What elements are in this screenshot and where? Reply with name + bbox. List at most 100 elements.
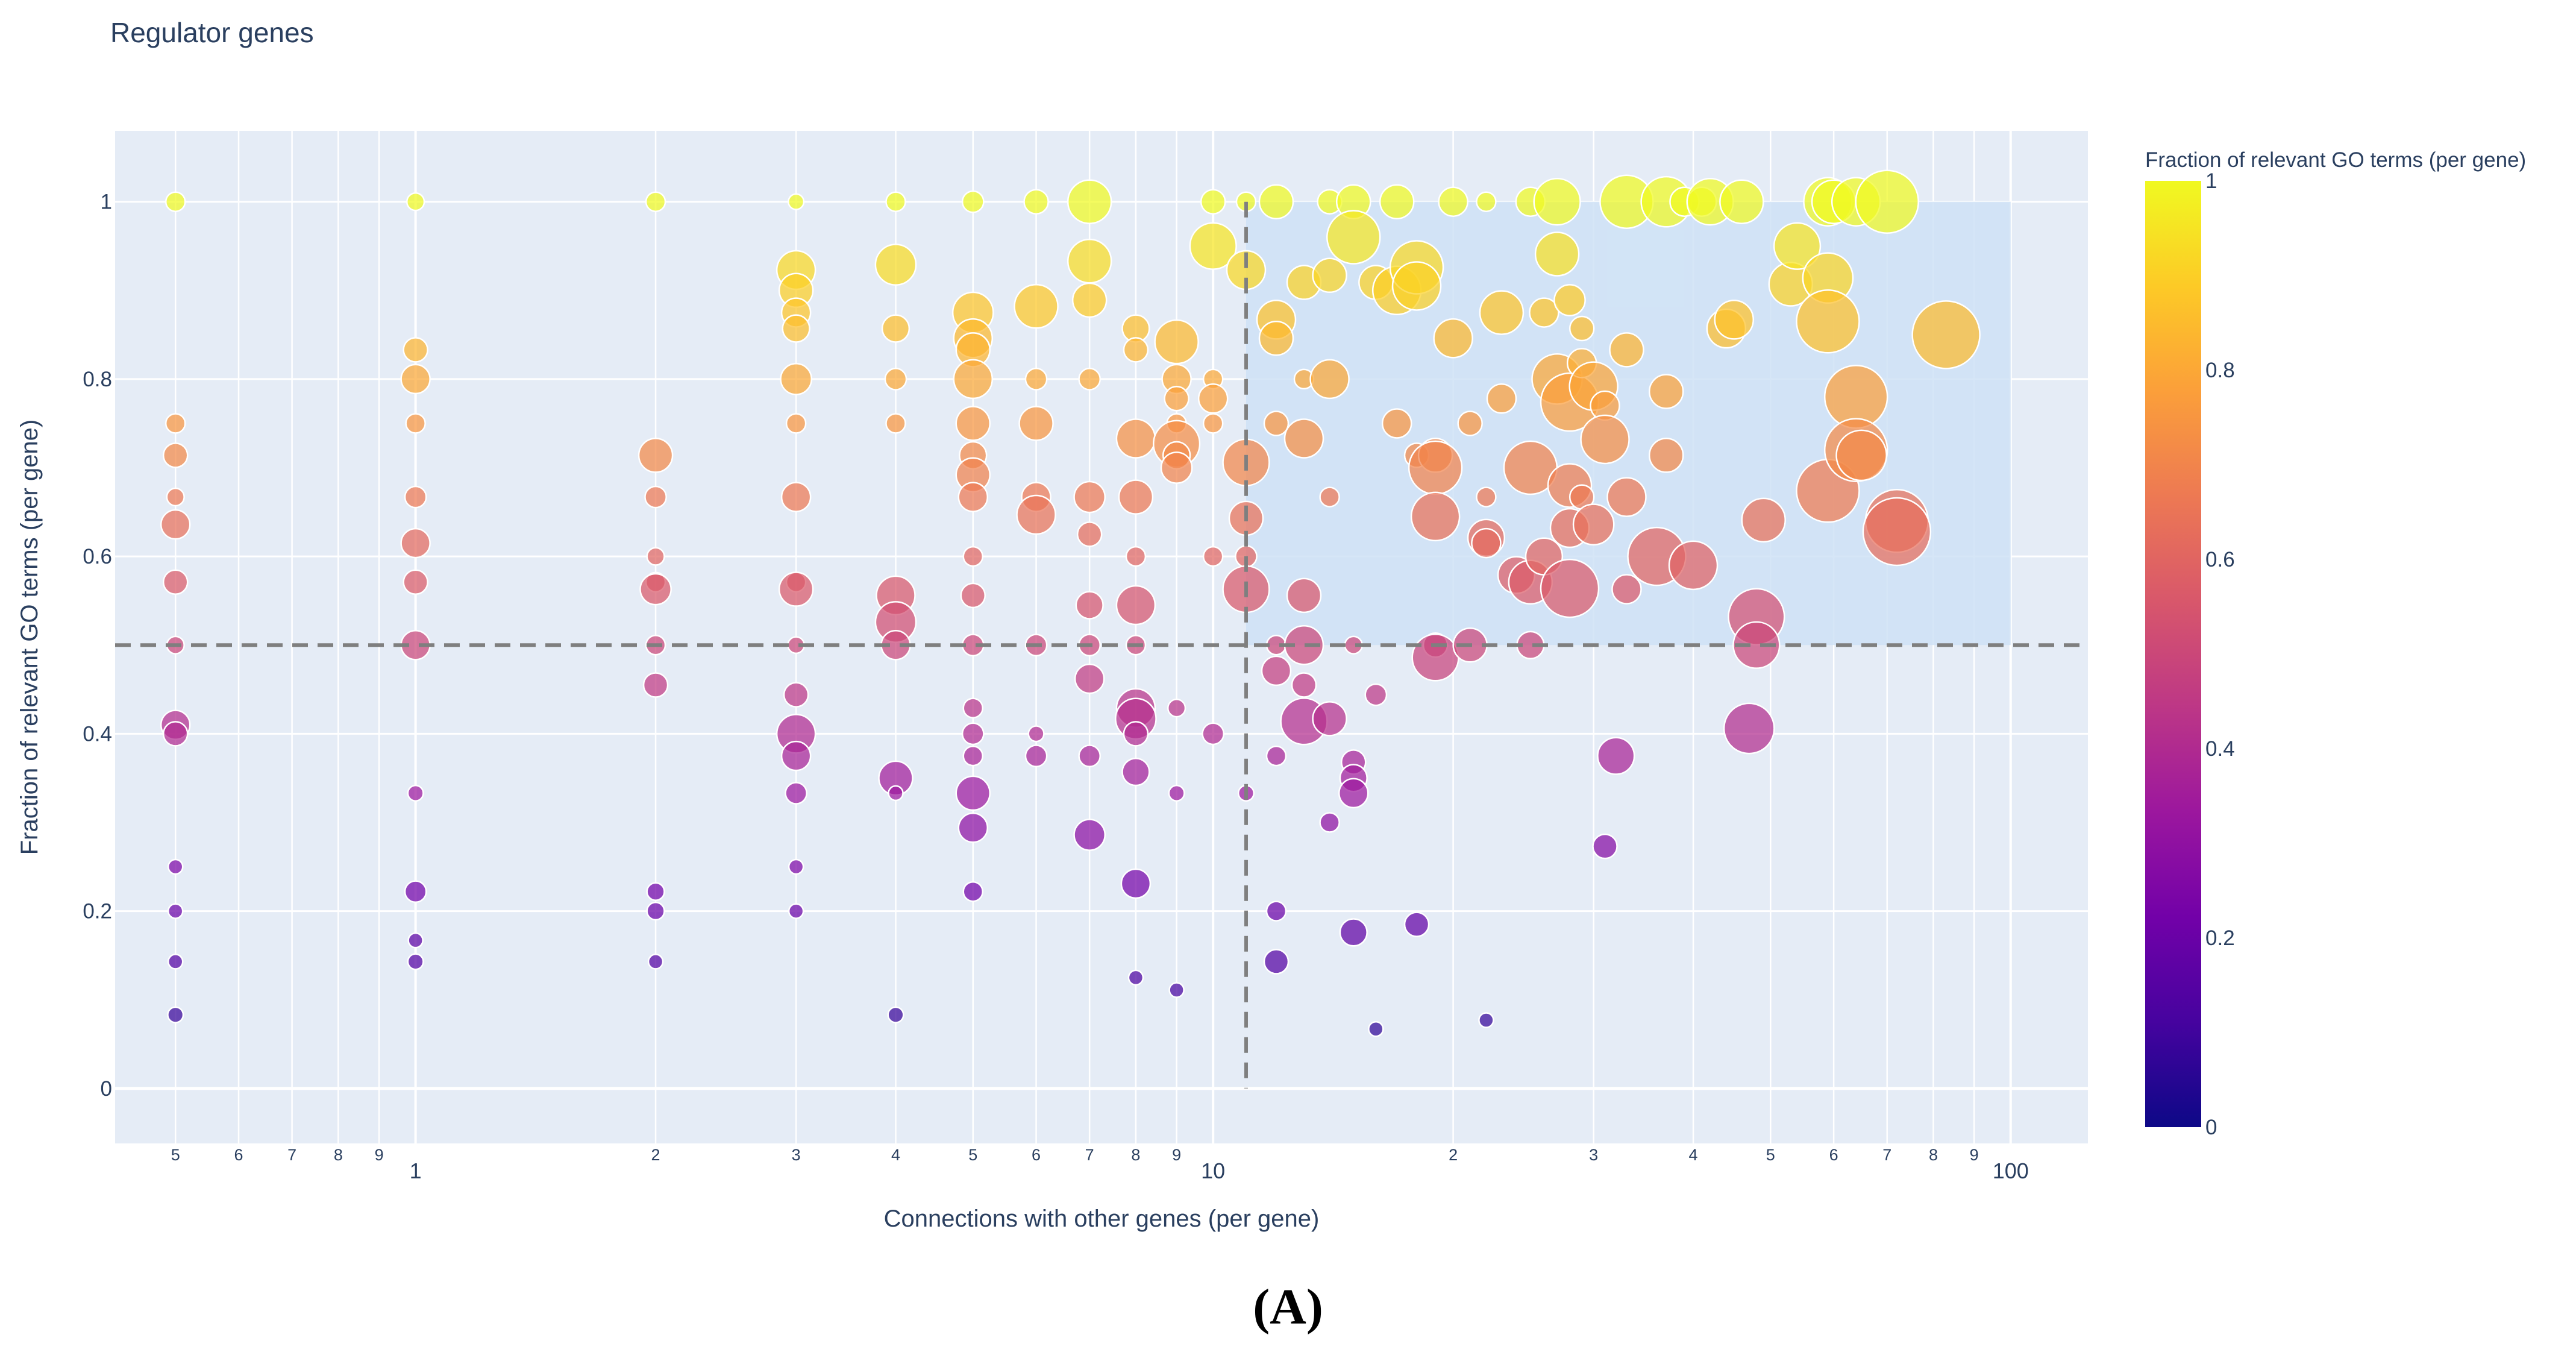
data-point [1200,189,1226,215]
colorbar-tick-label: 1 [2205,169,2217,193]
data-point [1529,297,1559,328]
data-point [1078,368,1102,391]
data-point [1120,868,1152,899]
data-point [407,953,424,970]
data-point [160,509,191,540]
x-tick-label: 6 [1829,1146,1838,1164]
x-tick-label: 5 [1766,1146,1775,1164]
data-point [162,442,189,468]
data-point [1283,418,1324,459]
data-point [1078,744,1102,767]
data-point [403,337,428,363]
colorbar-title: Fraction of relevant GO terms (per gene) [2145,148,2526,172]
x-tick-label: 10 [1201,1158,1225,1183]
data-point [788,858,804,875]
data-point [400,527,431,559]
data-point [783,682,809,708]
data-point [788,903,804,919]
data-point [1609,332,1644,368]
data-point [407,932,424,949]
data-point [646,547,665,566]
colorbar-tick-label: 0.2 [2205,926,2235,950]
data-point [638,438,674,473]
data-point [1263,949,1290,975]
data-point [1364,683,1388,706]
data-point [1568,315,1595,342]
y-tick-label: 0.4 [83,722,112,746]
data-point [1309,359,1350,400]
data-point [1202,722,1225,746]
data-point [1202,413,1224,434]
data-point [166,487,185,507]
data-point [1197,383,1229,414]
colorbar-tick-label: 0.6 [2205,548,2235,571]
data-point [1835,429,1887,482]
data-point [405,413,426,434]
data-point [1732,621,1781,669]
x-tick-label: 3 [1589,1146,1598,1164]
data-point [400,363,431,395]
data-point [1338,778,1369,809]
figure-caption: (A) [1253,1279,1323,1335]
data-point [885,191,906,212]
x-tick-label: 9 [375,1146,384,1164]
data-point [1319,812,1340,833]
data-point [403,569,428,596]
data-point [1167,699,1186,718]
data-point [646,882,665,901]
data-point [780,740,812,772]
data-point [1027,725,1045,743]
data-point [1326,210,1381,265]
data-point [955,775,991,811]
data-point [1154,319,1199,365]
y-axis-ticks: 0 0.2 0.4 0.6 0.8 1 [83,190,112,1101]
data-point [1773,222,1822,270]
x-tick-label: 7 [1085,1146,1094,1164]
data-point [167,903,184,919]
data-point [1553,284,1586,316]
data-point [1597,737,1635,775]
data-point [404,485,427,509]
data-point [1067,179,1112,224]
data-point [1339,918,1368,947]
data-point [167,1006,184,1023]
data-point [1263,410,1290,436]
data-point [1911,300,1981,369]
data-point [1403,911,1430,937]
data-point [1611,574,1642,605]
data-point [1202,545,1224,567]
data-point [1668,540,1719,591]
x-tick-label: 2 [1449,1146,1458,1164]
data-point [881,314,910,343]
data-point [1391,261,1442,311]
x-tick-label: 7 [1882,1146,1891,1164]
data-point [1073,819,1106,851]
colorbar-tick-label: 0.4 [2205,737,2235,761]
data-point [1741,497,1786,543]
x-tick-label: 6 [1032,1146,1041,1164]
data-point [1018,406,1054,441]
data-point [874,244,917,286]
data-point [1476,486,1497,508]
data-point [1024,744,1048,767]
data-point [639,573,672,606]
data-point [1648,438,1684,473]
data-point [962,745,984,767]
data-point [962,881,984,902]
data-point [1125,545,1147,567]
data-point [1160,451,1193,484]
y-tick-label: 0.8 [83,368,112,391]
data-point [1714,300,1754,340]
data-point [646,901,665,921]
x-tick-label: 9 [1172,1146,1181,1164]
x-tick-label: 8 [334,1146,343,1164]
data-point [888,785,904,802]
data-point [1438,186,1468,217]
data-point [1258,184,1294,219]
data-point [1379,184,1415,219]
x-tick-label: 8 [1131,1146,1140,1164]
data-point [1189,222,1237,270]
data-point [1410,491,1461,542]
x-tick-label: 5 [968,1146,977,1164]
data-point [960,582,986,609]
